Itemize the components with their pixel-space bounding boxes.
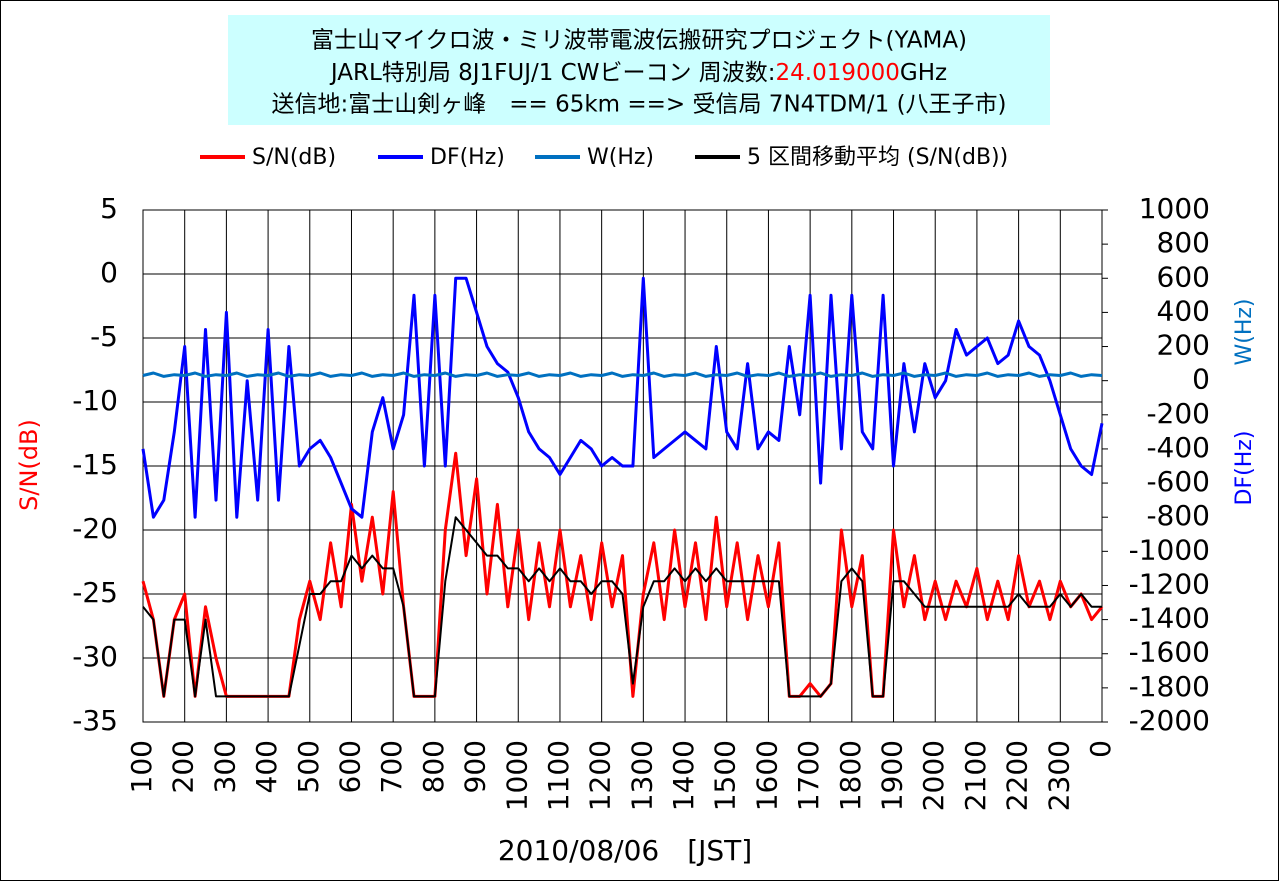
subtitle-part: GHz xyxy=(900,60,947,86)
x-tick-label: 1300 xyxy=(625,740,658,811)
x-tick-label: 1700 xyxy=(792,740,825,811)
y2-tick-label: -2000 xyxy=(1129,704,1210,737)
legend-label: 5 区間移動平均 (S/N(dB)) xyxy=(747,145,1008,170)
y2-tick-label: 200 xyxy=(1157,329,1210,362)
x-tick-label: 200 xyxy=(167,740,200,793)
x-tick-label: 800 xyxy=(417,740,450,793)
y2-tick-label: -1600 xyxy=(1129,636,1210,669)
x-tick-label: 1000 xyxy=(500,740,533,811)
x-tick-label: 1600 xyxy=(750,740,783,811)
x-tick-label: 400 xyxy=(250,740,283,793)
x-tick-label: 700 xyxy=(375,740,408,793)
legend-label: S/N(dB) xyxy=(252,145,336,170)
y2-tick-label: -1400 xyxy=(1129,602,1210,635)
series-line xyxy=(141,276,1104,519)
x-tick-label: 500 xyxy=(292,740,325,793)
y2-tick-label: -200 xyxy=(1146,397,1210,430)
x-tick-label: 100 xyxy=(125,740,158,793)
y-tick-label: -20 xyxy=(72,512,118,545)
y-tick-label: 5 xyxy=(100,192,118,225)
x-tick-label: 900 xyxy=(459,740,492,793)
chart-title: 送信地:富士山剣ヶ峰 == 65km ==> 受信局 7N4TDM/1 (八王子… xyxy=(271,92,1006,118)
x-tick-label: 1200 xyxy=(584,740,617,811)
legend-label: W(Hz) xyxy=(587,145,654,170)
y-tick-label: -15 xyxy=(72,448,118,481)
x-tick-label: 2200 xyxy=(1001,740,1034,811)
x-axis-title: 2010/08/06 [JST] xyxy=(498,834,752,867)
x-tick-label: 2000 xyxy=(917,740,950,811)
series-line xyxy=(142,371,1103,378)
y2-tick-label: -1800 xyxy=(1129,670,1210,703)
y-tick-label: 0 xyxy=(100,256,118,289)
x-tick-label: 2100 xyxy=(959,740,992,811)
y2-tick-label: 600 xyxy=(1157,260,1210,293)
y2-tick-label: -800 xyxy=(1146,499,1210,532)
chart-title: 富士山マイクロ波・ミリ波帯電波伝搬研究プロジェクト(YAMA) xyxy=(311,28,967,54)
y2-tick-label: -1000 xyxy=(1129,533,1210,566)
y-tick-label: -5 xyxy=(90,320,118,353)
x-tick-label: 1100 xyxy=(542,740,575,811)
subtitle-part: JARL特別局 8J1FUJ/1 CWビーコン 周波数: xyxy=(329,60,776,86)
x-tick-label: 2300 xyxy=(1042,740,1075,811)
y2-tick-label: -600 xyxy=(1146,465,1210,498)
y-tick-label: -25 xyxy=(72,576,118,609)
title-box xyxy=(228,15,1050,125)
y-axis-title: S/N(dB) xyxy=(15,419,43,511)
y-tick-label: -10 xyxy=(72,384,118,417)
x-tick-label: 300 xyxy=(208,740,241,793)
series-line xyxy=(142,516,1102,698)
x-tick-label: 1400 xyxy=(667,740,700,811)
legend-label: DF(Hz) xyxy=(430,145,505,170)
x-tick-label: 600 xyxy=(333,740,366,793)
y2-tick-label: 400 xyxy=(1157,294,1210,327)
y2-tick-label: 800 xyxy=(1157,226,1210,259)
y2-tick-label: 1000 xyxy=(1139,192,1210,225)
y-tick-label: -35 xyxy=(72,704,118,737)
y2-axis-title: W(Hz) xyxy=(1232,298,1257,365)
x-tick-label: 1500 xyxy=(709,740,742,811)
y2-tick-label: 0 xyxy=(1192,363,1210,396)
chart-subtitle: JARL特別局 8J1FUJ/1 CWビーコン 周波数:24.019000GHz xyxy=(329,60,947,86)
y-tick-label: -30 xyxy=(72,640,118,673)
y2-axis-title: DF(Hz) xyxy=(1232,431,1257,506)
y2-tick-label: -1200 xyxy=(1129,567,1210,600)
y2-tick-label: -400 xyxy=(1146,431,1210,464)
x-tick-label: 0 xyxy=(1084,740,1117,758)
x-tick-label: 1800 xyxy=(834,740,867,811)
frequency: 24.019000 xyxy=(776,60,900,86)
x-tick-label: 1900 xyxy=(876,740,909,811)
